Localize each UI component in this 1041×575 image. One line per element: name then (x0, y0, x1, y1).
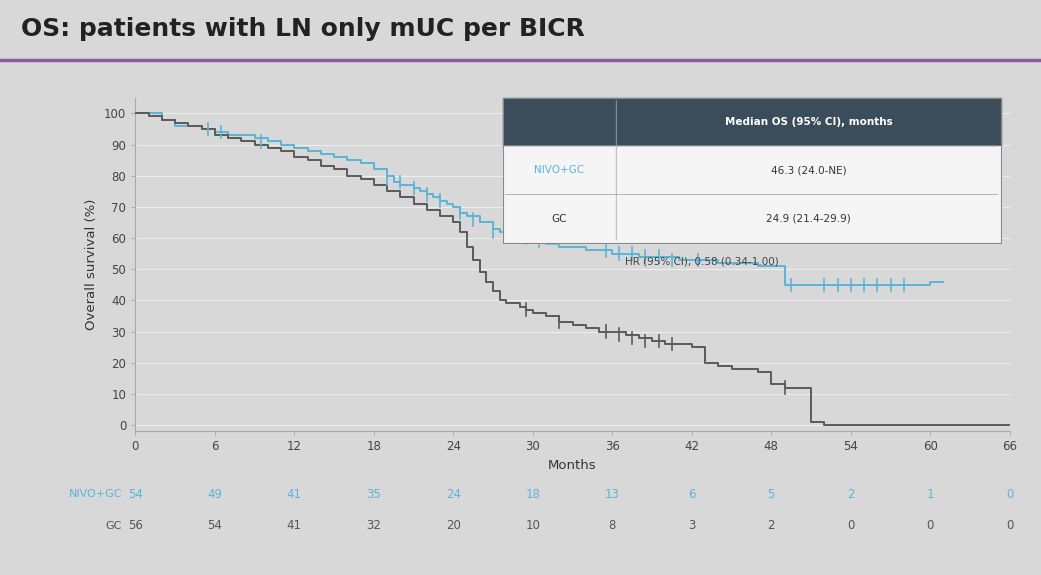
Text: 10: 10 (526, 519, 540, 532)
Text: Median OS (95% CI), months: Median OS (95% CI), months (725, 117, 892, 127)
Text: 0: 0 (1006, 519, 1014, 532)
Text: GC: GC (106, 521, 122, 531)
Text: GC: GC (552, 214, 567, 224)
Text: 32: 32 (366, 519, 381, 532)
Text: 56: 56 (128, 519, 143, 532)
Text: 3: 3 (688, 519, 695, 532)
X-axis label: Months: Months (549, 459, 596, 472)
Text: 5: 5 (767, 488, 775, 501)
Text: 0: 0 (1006, 488, 1014, 501)
Text: NIVO+GC: NIVO+GC (534, 165, 584, 175)
Text: 41: 41 (287, 519, 302, 532)
Bar (503, 194, 1001, 243)
Text: 18: 18 (526, 488, 540, 501)
Text: 20: 20 (446, 519, 461, 532)
Text: 2: 2 (847, 488, 855, 501)
Text: 41: 41 (287, 488, 302, 501)
Text: 6: 6 (688, 488, 695, 501)
Text: 24: 24 (446, 488, 461, 501)
Text: 8: 8 (609, 519, 616, 532)
Text: 24.9 (21.4-29.9): 24.9 (21.4-29.9) (766, 214, 852, 224)
Text: OS: patients with LN only mUC per BICR: OS: patients with LN only mUC per BICR (21, 17, 585, 41)
Y-axis label: Overall survival (%): Overall survival (%) (85, 199, 99, 330)
Text: 49: 49 (207, 488, 223, 501)
Text: 2: 2 (767, 519, 776, 532)
Text: 54: 54 (207, 519, 223, 532)
Bar (503, 98, 1001, 243)
Text: NIVO+GC: NIVO+GC (69, 489, 122, 499)
Text: 0: 0 (847, 519, 855, 532)
Bar (503, 98, 1001, 146)
Text: 46.3 (24.0-NE): 46.3 (24.0-NE) (770, 165, 846, 175)
Text: 0: 0 (926, 519, 934, 532)
Text: 35: 35 (366, 488, 381, 501)
Text: 13: 13 (605, 488, 619, 501)
Text: HR (95% CI), 0.58 (0.34-1.00): HR (95% CI), 0.58 (0.34-1.00) (625, 256, 779, 266)
Text: 1: 1 (926, 488, 934, 501)
Text: 54: 54 (128, 488, 143, 501)
Bar (503, 146, 1001, 194)
